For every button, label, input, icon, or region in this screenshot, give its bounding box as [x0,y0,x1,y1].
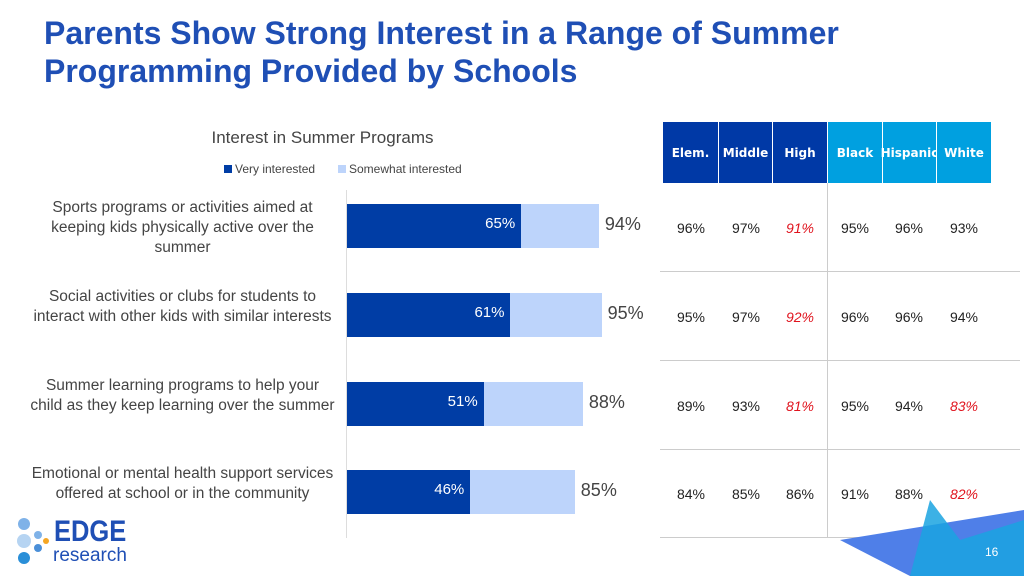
table-cell: 96% [840,309,870,325]
table-cell: 93% [949,220,979,236]
header-high: High [773,122,827,183]
table-cell: 91% [785,220,815,236]
bar-somewhat-interested [483,382,583,426]
row-divider [660,271,1020,272]
axis-line [346,190,347,538]
logo-dots-icon [14,516,54,566]
table-cell: 88% [894,486,924,502]
table-cell: 96% [676,220,706,236]
total-label: 95% [607,303,644,323]
table-cell: 94% [949,309,979,325]
corner-decoration [840,500,1024,576]
category-label: Summer learning programs to help your ch… [30,377,335,414]
legend-swatch [224,165,232,173]
row-divider [660,360,1020,361]
category-label: Sports programs or activities aimed at k… [51,199,314,256]
table-cell: 97% [731,309,761,325]
table-cell: 86% [785,486,815,502]
row-divider [660,537,1020,538]
logo-text: EDGE [54,515,127,548]
bar-somewhat-interested [470,470,575,514]
table-cell: 82% [949,486,979,502]
bar-somewhat-interested [521,204,599,248]
table-cell: 97% [731,220,761,236]
legend-label: Very interested [235,162,316,176]
table-cell: 95% [676,309,706,325]
header-black: Black [828,122,882,183]
table-cell: 83% [949,398,979,414]
value-label: 61% [474,304,505,321]
category-label: Emotional or mental health support servi… [31,465,334,502]
total-label: 94% [604,214,641,234]
bar-very-interested [347,382,484,426]
header-middle: Middle [719,122,772,183]
table-cell: 92% [785,309,815,325]
row-divider [660,449,1020,450]
value-label: 65% [485,215,516,232]
value-label: 51% [447,393,478,410]
legend-label: Somewhat interested [349,162,462,176]
bar-somewhat-interested [510,293,602,337]
header-hispanic: Hispanic [881,122,938,183]
bar-very-interested [347,204,522,248]
total-label: 85% [580,480,617,500]
legend-very: Very interested [224,162,315,176]
page-title: Parents Show Strong Interest in a Range … [44,15,839,89]
table-cell: 93% [731,398,761,414]
header-elem: Elem. [663,122,718,183]
chart-title: Interest in Summer Programs [211,128,434,147]
table-cell: 81% [785,398,815,414]
table-cell: 96% [894,220,924,236]
table-cell: 84% [676,486,706,502]
legend-swatch [338,165,346,173]
table-cell: 91% [840,486,870,502]
table-cell: 95% [840,398,870,414]
logo-subtext: research [53,545,127,566]
table-cell: 85% [731,486,761,502]
bar-very-interested [347,293,511,337]
legend-somewhat: Somewhat interested [338,162,462,176]
page-number: 16 [985,545,999,559]
table-cell: 89% [676,398,706,414]
bar-very-interested [347,470,471,514]
table-cell: 94% [894,398,924,414]
total-label: 88% [588,392,625,412]
category-label: Social activities or clubs for students … [33,288,332,325]
table-cell: 95% [840,220,870,236]
value-label: 46% [434,481,465,498]
header-white: White [937,122,991,183]
table-cell: 96% [894,309,924,325]
